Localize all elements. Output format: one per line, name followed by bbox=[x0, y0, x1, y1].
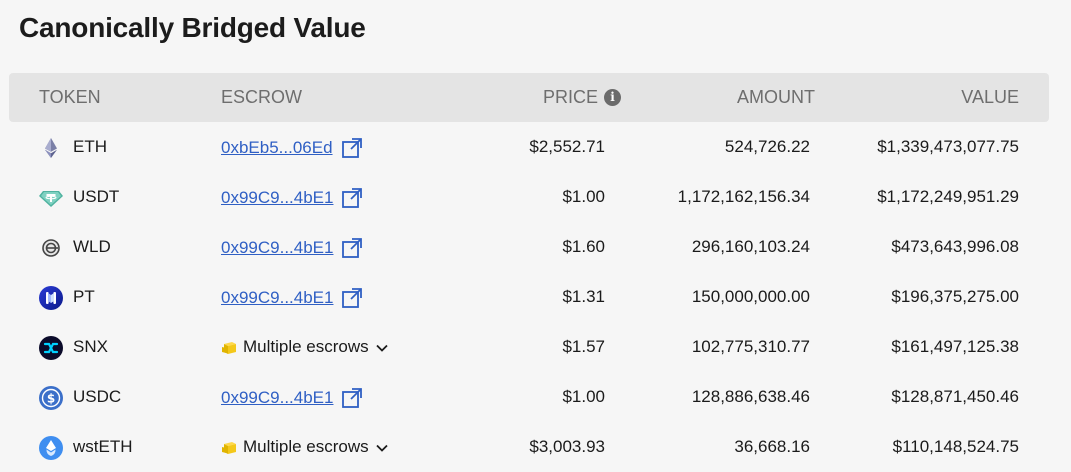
bridged-value-table: TOKEN ESCROW PRICE i AMOUNT VALUE ETH 0x… bbox=[9, 73, 1049, 472]
info-icon[interactable]: i bbox=[604, 89, 621, 106]
token-value: $161,497,125.38 bbox=[891, 337, 1019, 356]
column-header-amount[interactable]: AMOUNT bbox=[737, 87, 815, 107]
column-header-escrow[interactable]: ESCROW bbox=[221, 87, 302, 107]
token-price: $1.31 bbox=[562, 287, 605, 306]
multiple-escrows-label: Multiple escrows bbox=[243, 437, 369, 456]
token-value: $196,375,275.00 bbox=[891, 287, 1019, 306]
tether-icon bbox=[39, 186, 63, 210]
token-amount: 128,886,638.46 bbox=[691, 387, 810, 406]
page-title: Canonically Bridged Value bbox=[19, 12, 366, 43]
escrow-address-link[interactable]: 0x99C9...4bE1 bbox=[221, 238, 334, 257]
token-amount: 150,000,000.00 bbox=[691, 287, 810, 306]
synthetix-icon bbox=[39, 336, 63, 360]
usdc-icon: $ bbox=[39, 386, 63, 410]
table-header: TOKEN ESCROW PRICE i AMOUNT VALUE bbox=[9, 73, 1049, 122]
escrow-cell: 0x99C9...4bE1 bbox=[221, 237, 363, 259]
table-row: wstETH Multiple escrows $3,003.93 36,668… bbox=[9, 422, 1049, 472]
token-symbol: wstETH bbox=[73, 437, 133, 456]
external-link-icon[interactable] bbox=[341, 137, 363, 159]
token-value: $128,871,450.46 bbox=[891, 387, 1019, 406]
table-row: ETH 0xbEb5...06Ed $2,552.71 524,726.22 $… bbox=[9, 122, 1049, 172]
token-symbol: ETH bbox=[73, 137, 107, 156]
table-row: USDT 0x99C9...4bE1 $1.00 1,172,162,156.3… bbox=[9, 172, 1049, 222]
token-price: $2,552.71 bbox=[529, 137, 605, 156]
multiple-escrows-label: Multiple escrows bbox=[243, 337, 369, 356]
escrow-address-link[interactable]: 0x99C9...4bE1 bbox=[221, 188, 334, 207]
external-link-icon[interactable] bbox=[341, 237, 363, 259]
wsteth-icon bbox=[39, 436, 63, 460]
column-header-price-wrap: PRICE i bbox=[543, 87, 621, 108]
escrow-cell: 0xbEb5...06Ed bbox=[221, 137, 363, 159]
token-value: $473,643,996.08 bbox=[891, 237, 1019, 256]
escrow-address-link[interactable]: 0x99C9...4bE1 bbox=[221, 288, 334, 307]
token-price: $1.00 bbox=[562, 387, 605, 406]
table-row: SNX Multiple escrows $1.57 102,775,310.7… bbox=[9, 322, 1049, 372]
token-value: $1,172,249,951.29 bbox=[877, 187, 1019, 206]
token-amount: 296,160,103.24 bbox=[691, 237, 810, 256]
token-value: $110,148,524.75 bbox=[892, 437, 1019, 456]
column-header-value[interactable]: VALUE bbox=[961, 87, 1019, 107]
token-price: $1.60 bbox=[562, 237, 605, 256]
chevron-down-icon bbox=[375, 340, 389, 354]
svg-text:$: $ bbox=[47, 391, 55, 405]
token-symbol: WLD bbox=[73, 237, 111, 256]
table-body: ETH 0xbEb5...06Ed $2,552.71 524,726.22 $… bbox=[9, 122, 1049, 472]
token-amount: 1,172,162,156.34 bbox=[677, 187, 810, 206]
box-icon bbox=[221, 439, 237, 455]
multiple-escrows-dropdown[interactable]: Multiple escrows bbox=[221, 437, 389, 457]
box-icon bbox=[221, 339, 237, 355]
token-symbol: PT bbox=[73, 287, 95, 306]
table-row: PT 0x99C9...4bE1 $1.31 150,000,000.00 $1… bbox=[9, 272, 1049, 322]
token-price: $1.57 bbox=[562, 337, 605, 356]
worldcoin-icon bbox=[39, 236, 63, 260]
external-link-icon[interactable] bbox=[341, 287, 363, 309]
external-link-icon[interactable] bbox=[341, 187, 363, 209]
escrow-cell: 0x99C9...4bE1 bbox=[221, 387, 363, 409]
token-symbol: USDC bbox=[73, 387, 122, 406]
multiple-escrows-dropdown[interactable]: Multiple escrows bbox=[221, 337, 389, 357]
token-symbol: SNX bbox=[73, 337, 108, 356]
escrow-cell: 0x99C9...4bE1 bbox=[221, 287, 363, 309]
pt-token-icon bbox=[39, 286, 63, 310]
token-price: $1.00 bbox=[562, 187, 605, 206]
column-header-token[interactable]: TOKEN bbox=[39, 87, 101, 107]
table-row: $ USDC 0x99C9...4bE1 $1.00 128,886,638.4… bbox=[9, 372, 1049, 422]
escrow-cell: Multiple escrows bbox=[221, 437, 389, 457]
escrow-address-link[interactable]: 0xbEb5...06Ed bbox=[221, 138, 333, 157]
table-row: WLD 0x99C9...4bE1 $1.60 296,160,103.24 $… bbox=[9, 222, 1049, 272]
escrow-address-link[interactable]: 0x99C9...4bE1 bbox=[221, 388, 334, 407]
escrow-cell: 0x99C9...4bE1 bbox=[221, 187, 363, 209]
token-symbol: USDT bbox=[73, 187, 120, 206]
token-amount: 524,726.22 bbox=[724, 137, 810, 156]
external-link-icon[interactable] bbox=[341, 387, 363, 409]
token-amount: 36,668.16 bbox=[734, 437, 810, 456]
token-amount: 102,775,310.77 bbox=[691, 337, 810, 356]
token-price: $3,003.93 bbox=[529, 437, 605, 456]
chevron-down-icon bbox=[375, 440, 389, 454]
ethereum-icon bbox=[39, 136, 63, 160]
token-value: $1,339,473,077.75 bbox=[877, 137, 1019, 156]
column-header-price[interactable]: PRICE bbox=[542, 87, 598, 107]
escrow-cell: Multiple escrows bbox=[221, 337, 389, 357]
